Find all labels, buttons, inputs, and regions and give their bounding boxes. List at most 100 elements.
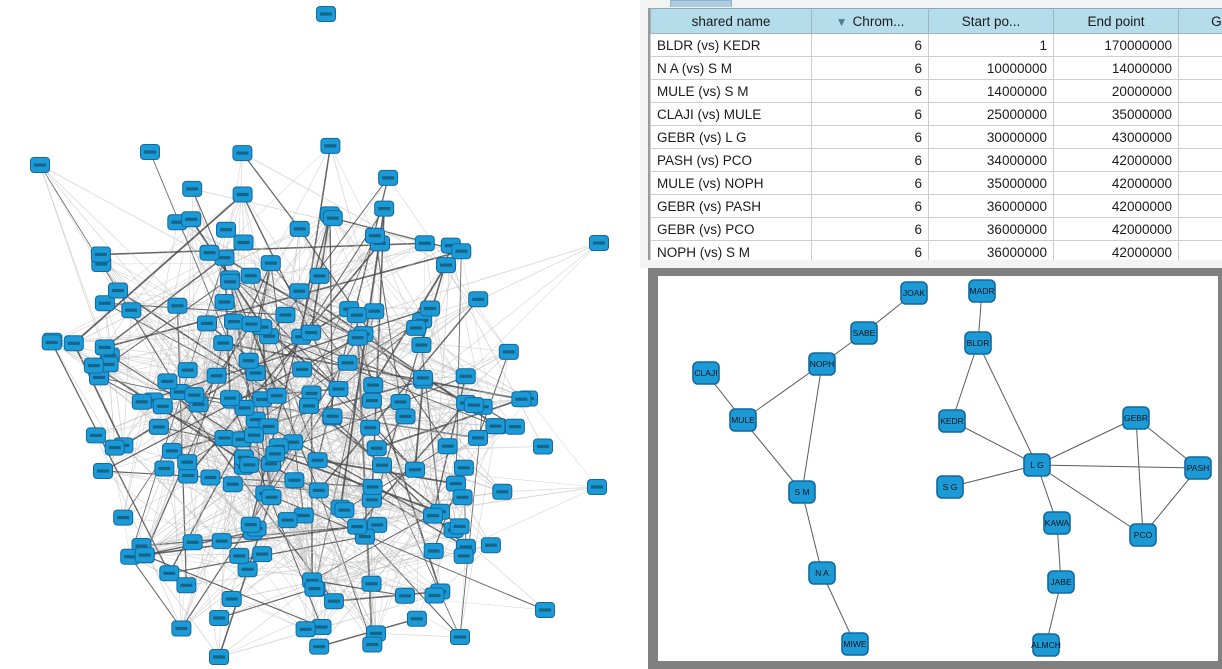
network-node[interactable]: [480, 537, 501, 554]
network-node[interactable]: [372, 457, 392, 474]
network-node[interactable]: [214, 294, 235, 310]
network-node[interactable]: [229, 547, 250, 564]
network-node[interactable]: [378, 169, 399, 186]
network-node[interactable]: [485, 418, 506, 435]
cell-chromosome[interactable]: 6: [811, 125, 929, 149]
table-row[interactable]: GEBR (vs) L G6300000004300000016.9: [650, 125, 1222, 149]
network-node[interactable]: [347, 518, 368, 535]
table-row[interactable]: PASH (vs) PCO6340000004200000011.4: [650, 148, 1222, 172]
network-node[interactable]: [200, 469, 221, 486]
cell-end_point[interactable]: 42000000: [1053, 171, 1179, 195]
network-node[interactable]: [182, 180, 203, 197]
column-header-start-point[interactable]: Start po...: [928, 8, 1054, 34]
network-node[interactable]: [167, 297, 188, 314]
network-node[interactable]: [412, 369, 433, 386]
network-node[interactable]: [161, 442, 182, 459]
cell-genetic[interactable]: 8.9: [1178, 194, 1222, 218]
network-node[interactable]: [395, 408, 416, 425]
network-node[interactable]: [182, 534, 203, 551]
network-node[interactable]: [498, 343, 519, 360]
cell-end_point[interactable]: 14000000: [1053, 56, 1179, 80]
table-row[interactable]: N A (vs) S M610000000140000006.6: [650, 56, 1222, 80]
cell-end_point[interactable]: 42000000: [1053, 217, 1179, 241]
network-node[interactable]: [347, 329, 368, 346]
table-row[interactable]: MULE (vs) S M614000000200000007.5: [650, 79, 1222, 103]
network-node[interactable]: [113, 509, 134, 526]
network-node[interactable]: [216, 221, 236, 238]
cell-end_point[interactable]: 42000000: [1053, 240, 1179, 260]
network-node[interactable]: [260, 255, 281, 272]
table-row[interactable]: GEBR (vs) PASH636000000420000008.9: [650, 194, 1222, 218]
network-node[interactable]: [221, 591, 242, 607]
subnetwork-view[interactable]: JOAK MADR SABE BLDR NOPH CLAJI KEDR GEBR MULE L G…: [658, 276, 1218, 661]
network-node[interactable]: [311, 619, 332, 635]
network-node[interactable]: [437, 438, 458, 455]
cell-chromosome[interactable]: 6: [811, 56, 929, 80]
network-node[interactable]: [450, 629, 470, 645]
cell-start_point[interactable]: 10000000: [928, 56, 1054, 80]
network-node[interactable]: [177, 362, 198, 379]
network-node[interactable]: [159, 565, 180, 582]
subnetwork-node[interactable]: MIWE: [841, 632, 869, 656]
network-node[interactable]: [451, 243, 472, 260]
network-node[interactable]: [63, 335, 84, 352]
subnetwork-node[interactable]: S M: [788, 480, 816, 504]
network-node[interactable]: [395, 587, 415, 604]
network-node[interactable]: [131, 393, 152, 410]
network-node[interactable]: [140, 144, 160, 160]
subnetwork-node[interactable]: KEDR: [938, 409, 966, 433]
network-node[interactable]: [224, 313, 244, 330]
subnetwork-node[interactable]: GEBR: [1122, 406, 1150, 430]
network-node[interactable]: [284, 472, 305, 489]
subnetwork-node[interactable]: JOAK: [900, 281, 928, 305]
cell-start_point[interactable]: 34000000: [928, 148, 1054, 172]
network-node[interactable]: [406, 610, 427, 627]
network-node[interactable]: [390, 394, 411, 410]
network-node[interactable]: [222, 476, 243, 493]
network-node[interactable]: [366, 440, 387, 457]
network-node[interactable]: [265, 445, 286, 462]
cell-end_point[interactable]: 170000000: [1053, 33, 1179, 57]
network-node[interactable]: [361, 392, 382, 409]
network-node[interactable]: [455, 368, 476, 385]
column-header-genetic[interactable]: Genetic...: [1178, 8, 1222, 34]
edge-attribute-table[interactable]: shared name ▼ Chrom... Start po... End po…: [650, 8, 1222, 260]
subnetwork-edge[interactable]: [742, 363, 823, 421]
network-node[interactable]: [316, 6, 336, 22]
network-node[interactable]: [85, 427, 106, 444]
network-node[interactable]: [252, 546, 273, 563]
cell-start_point[interactable]: 25000000: [928, 102, 1054, 126]
network-node[interactable]: [213, 335, 234, 352]
table-tab[interactable]: [670, 0, 732, 7]
network-node[interactable]: [411, 337, 432, 353]
table-row[interactable]: CLAJI (vs) MULE625000000350000005.9: [650, 102, 1222, 126]
subnetwork-node[interactable]: MULE: [729, 408, 757, 432]
cell-chromosome[interactable]: 6: [811, 148, 929, 172]
network-canvas[interactable]: [0, 0, 640, 669]
network-node[interactable]: [177, 454, 198, 471]
cell-chromosome[interactable]: 6: [811, 33, 929, 57]
subnetwork-edge[interactable]: [949, 464, 1038, 488]
cell-end_point[interactable]: 42000000: [1053, 194, 1179, 218]
network-node[interactable]: [374, 200, 395, 217]
network-node[interactable]: [445, 475, 466, 492]
cell-chromosome[interactable]: 6: [811, 217, 929, 241]
subnetwork-edge[interactable]: [951, 342, 979, 422]
table-row[interactable]: MULE (vs) NOPH6350000004200000010.5: [650, 171, 1222, 195]
network-node[interactable]: [240, 516, 261, 533]
network-node[interactable]: [535, 602, 555, 618]
network-node[interactable]: [453, 459, 474, 476]
column-header-shared-name[interactable]: shared name: [650, 8, 812, 34]
cell-chromosome[interactable]: 6: [811, 102, 929, 126]
network-node[interactable]: [171, 620, 192, 637]
results-table-panel[interactable]: shared name ▼ Chrom... Start po... End po…: [640, 0, 1222, 268]
cell-shared_name[interactable]: GEBR (vs) PASH: [650, 194, 812, 218]
network-node[interactable]: [304, 580, 325, 597]
network-node[interactable]: [237, 561, 258, 578]
cell-start_point[interactable]: 36000000: [928, 194, 1054, 218]
network-node[interactable]: [275, 307, 296, 323]
cell-start_point[interactable]: 36000000: [928, 217, 1054, 241]
network-node[interactable]: [211, 533, 232, 550]
cell-end_point[interactable]: 43000000: [1053, 125, 1179, 149]
network-node[interactable]: [334, 502, 355, 519]
